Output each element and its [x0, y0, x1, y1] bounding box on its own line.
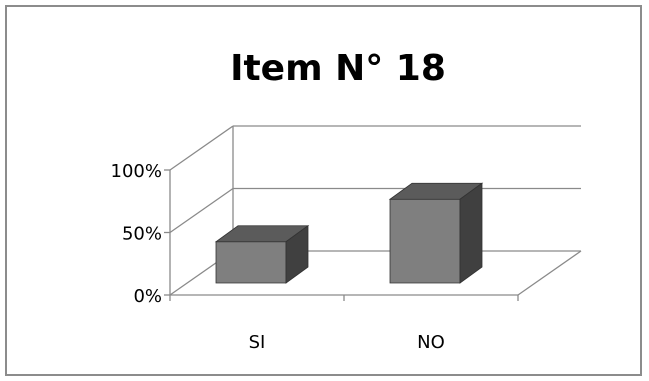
y-tick-label: 0%	[133, 286, 162, 307]
chart-title: Item N° 18	[230, 48, 446, 89]
bar-si	[214, 224, 310, 284]
bar-no	[388, 182, 484, 284]
bar-front-face	[389, 198, 461, 284]
x-category-label: SI	[249, 332, 266, 353]
gridline-diagonal	[169, 125, 234, 171]
bar-side-face	[285, 224, 309, 284]
chart-frame	[5, 5, 642, 376]
bar-side-face	[459, 182, 483, 284]
bars-layer	[214, 182, 484, 284]
floor-right-edge	[517, 250, 582, 296]
y-tick-label: 100%	[111, 161, 162, 182]
y-tick-label: 50%	[122, 224, 162, 245]
y-tick-labels: 0% 50% 100%	[111, 161, 162, 307]
bar-front-face	[215, 241, 287, 284]
gridline-diagonal	[169, 187, 234, 234]
x-category-label: NO	[417, 332, 445, 353]
x-category-labels: SI NO	[249, 332, 445, 353]
